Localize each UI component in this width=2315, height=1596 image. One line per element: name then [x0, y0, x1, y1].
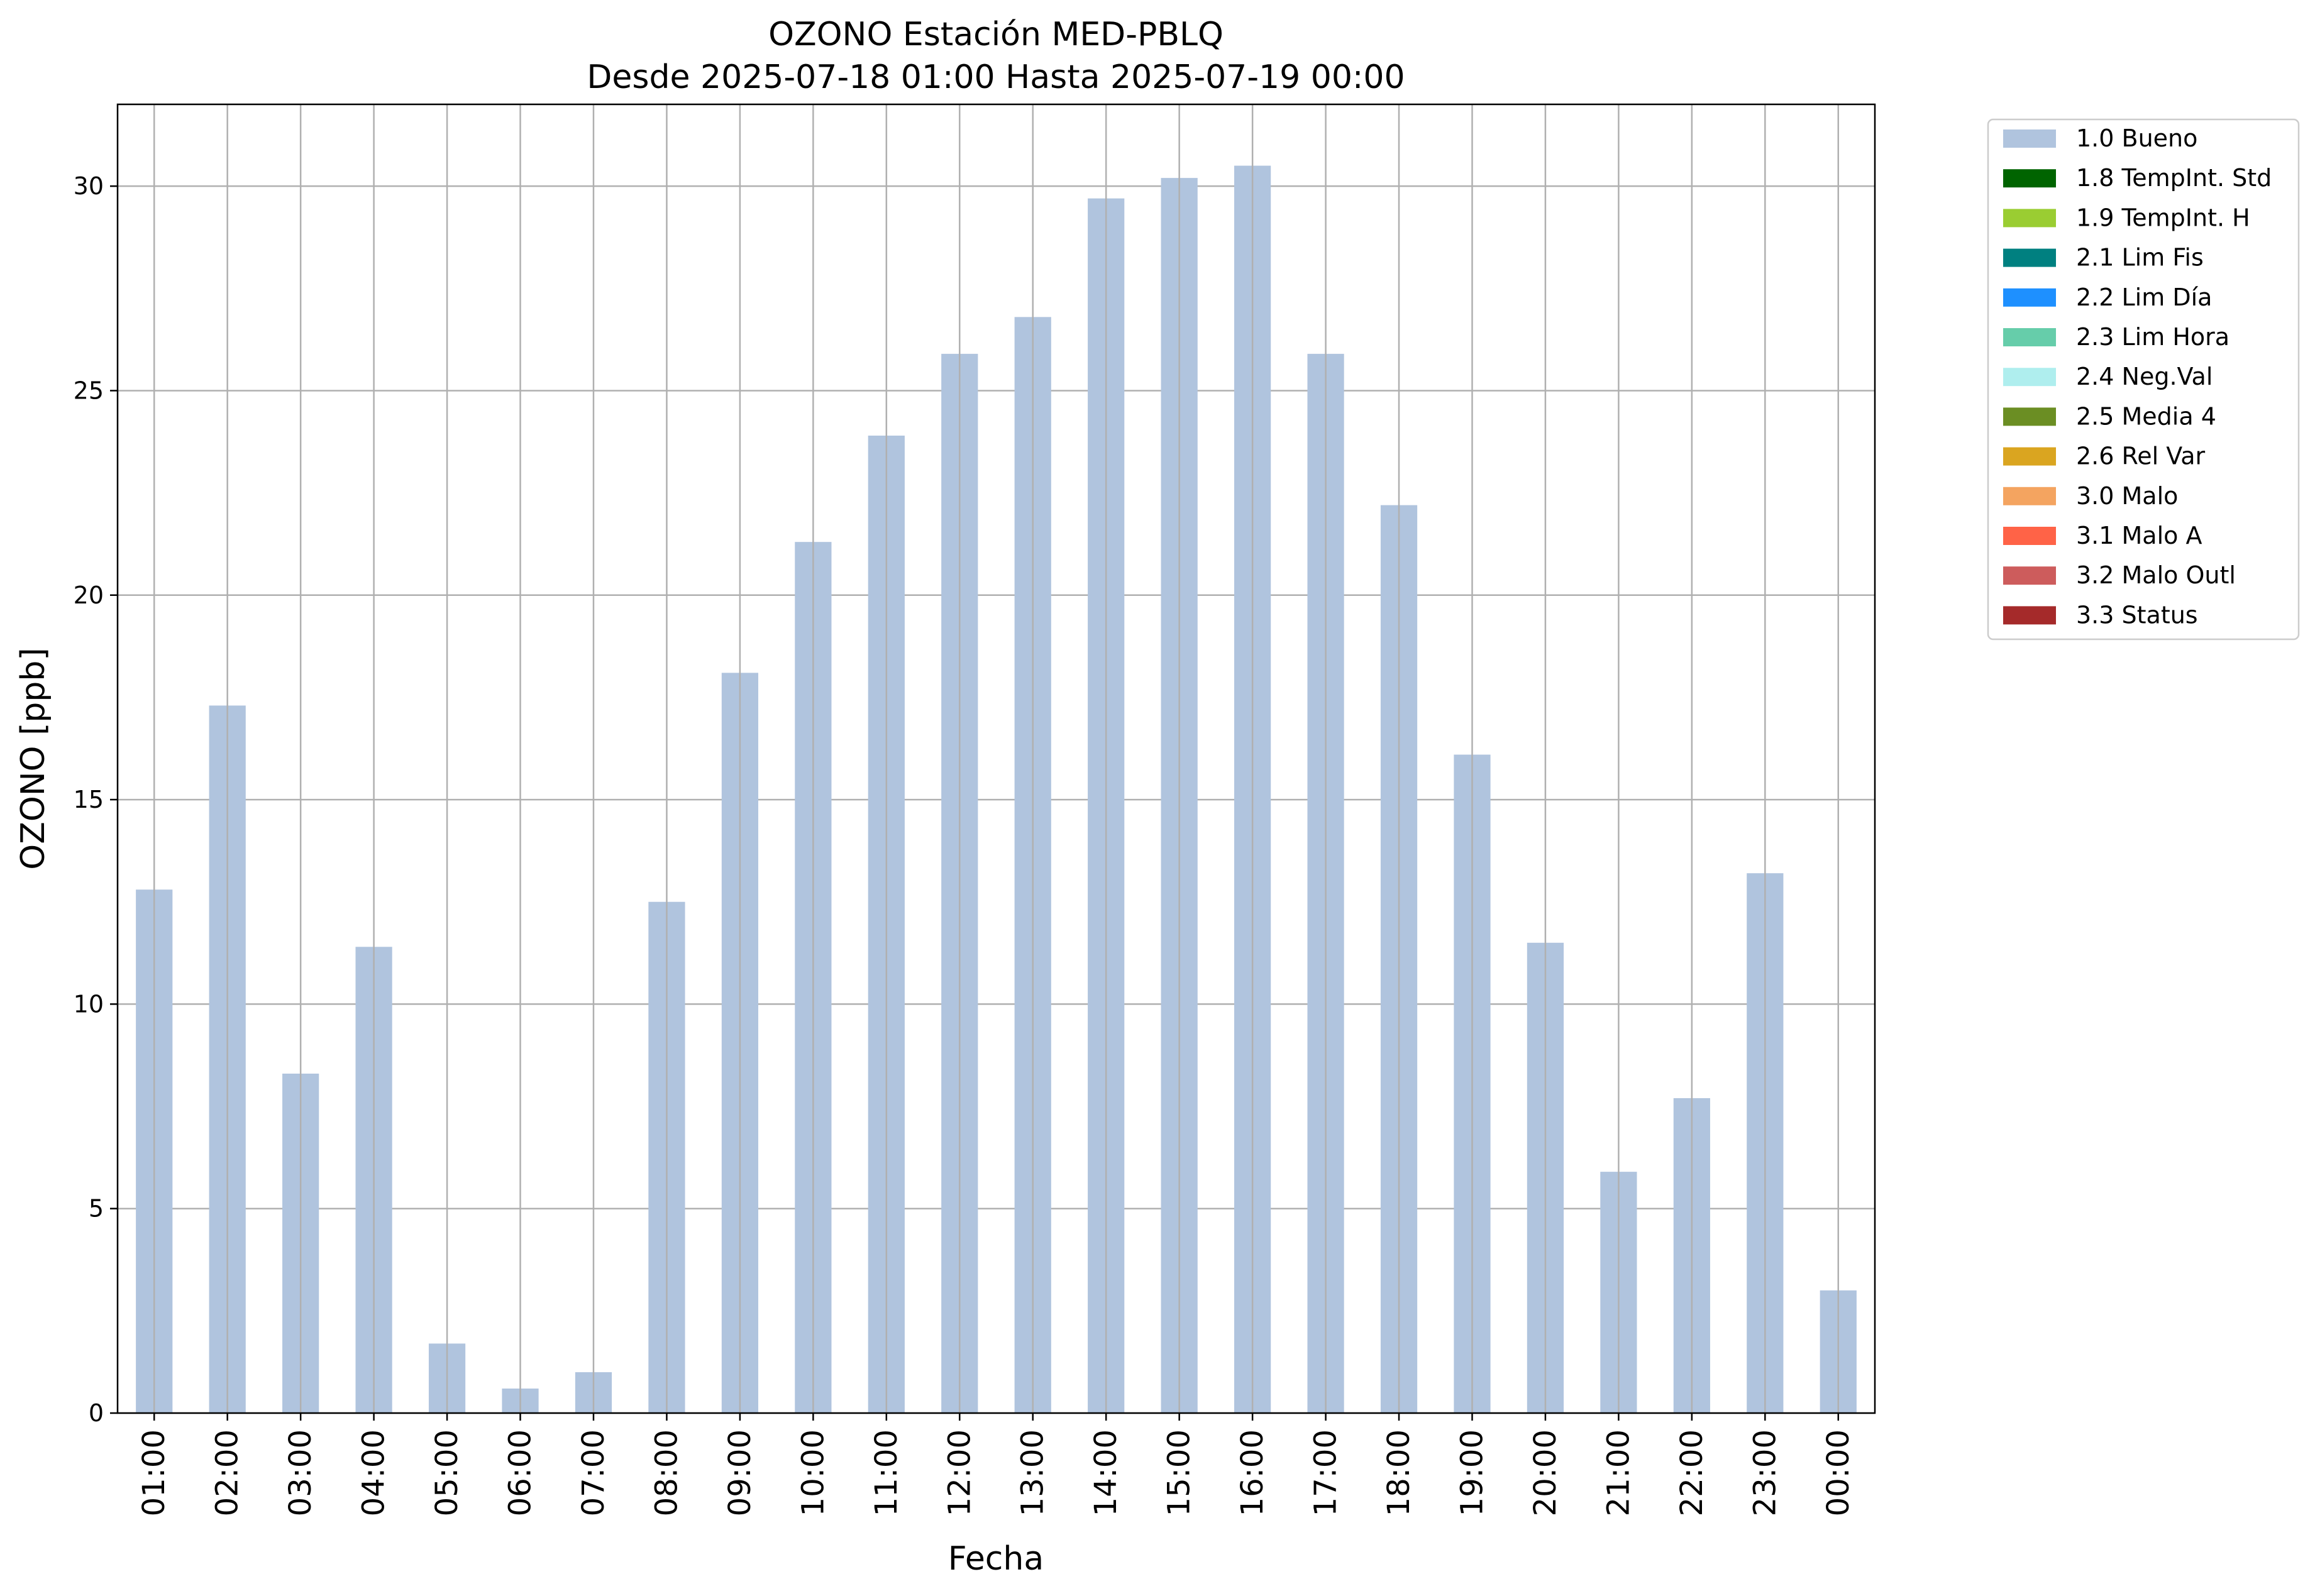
legend-label: 3.1 Malo A — [2076, 522, 2202, 549]
vertical-grid-layer — [153, 104, 1840, 1413]
x-tick-label: 20:00 — [1528, 1429, 1563, 1516]
y-tick-label: 25 — [74, 377, 104, 404]
legend-label: 2.6 Rel Var — [2076, 443, 2206, 470]
y-tick-label: 30 — [74, 172, 104, 200]
legend-swatch — [2003, 566, 2056, 585]
legend-items: 1.0 Bueno 1.8 TempInt. Std 1.9 TempInt. H 2… — [2003, 124, 2272, 629]
x-tick-label: 04:00 — [356, 1429, 392, 1516]
legend-label: 1.0 Bueno — [2076, 124, 2197, 152]
x-tick-label: 23:00 — [1747, 1429, 1782, 1516]
legend-swatch — [2003, 328, 2056, 346]
chart-title: OZONO Estación MED-PBLQ — [768, 16, 1224, 53]
legend-label: 2.5 Media 4 — [2076, 402, 2216, 430]
x-tick-label: 16:00 — [1235, 1429, 1270, 1516]
y-axis: 0 5 10 15 20 25 30 — [74, 172, 118, 1427]
legend-swatch — [2003, 447, 2056, 466]
x-tick-label: 11:00 — [869, 1429, 904, 1516]
legend-label: 1.8 TempInt. Std — [2076, 164, 2272, 192]
y-tick-label: 15 — [74, 786, 104, 813]
bar-layer — [136, 165, 1857, 1414]
x-tick-label: 17:00 — [1308, 1429, 1344, 1516]
legend-label: 3.2 Malo Outl — [2076, 561, 2236, 589]
x-tick-label: 08:00 — [649, 1429, 684, 1516]
legend-label: 3.0 Malo — [2076, 482, 2178, 510]
x-axis-label: Fecha — [948, 1540, 1044, 1578]
x-tick-label: 19:00 — [1454, 1429, 1489, 1516]
x-axis: 01:00 02:00 03:00 04:00 05:00 06:00 07:00 08:00… — [136, 1413, 1856, 1516]
x-tick-label: 06:00 — [503, 1429, 538, 1516]
x-tick-label: 12:00 — [942, 1429, 977, 1516]
x-tick-label: 05:00 — [429, 1429, 465, 1516]
x-tick-label: 21:00 — [1601, 1429, 1636, 1516]
legend-label: 1.9 TempInt. H — [2076, 204, 2250, 231]
plot-frame — [116, 103, 1876, 1414]
legend-swatch — [2003, 129, 2056, 148]
legend-label: 2.2 Lim Día — [2076, 283, 2212, 311]
legend-swatch — [2003, 407, 2056, 426]
y-tick-label: 5 — [89, 1195, 104, 1223]
x-tick-label: 22:00 — [1674, 1429, 1710, 1516]
legend-swatch — [2003, 209, 2056, 228]
legend-swatch — [2003, 169, 2056, 188]
x-tick-label: 15:00 — [1162, 1429, 1197, 1516]
chart-subtitle: Desde 2025-07-18 01:00 Hasta 2025-07-19 … — [587, 58, 1405, 96]
legend-swatch — [2003, 368, 2056, 387]
x-tick-label: 07:00 — [576, 1429, 611, 1516]
legend-frame — [1987, 118, 2300, 641]
x-tick-label: 02:00 — [210, 1429, 245, 1516]
legend: 1.0 Bueno 1.8 TempInt. Std 1.9 TempInt. H 2… — [1987, 118, 2300, 641]
y-tick-label: 10 — [74, 990, 104, 1018]
x-tick-label: 01:00 — [136, 1429, 172, 1516]
x-tick-label: 09:00 — [722, 1429, 758, 1516]
x-tick-label: 18:00 — [1381, 1429, 1417, 1516]
legend-swatch — [2003, 248, 2056, 267]
x-tick-label: 10:00 — [795, 1429, 831, 1516]
x-tick-label: 00:00 — [1821, 1429, 1856, 1516]
legend-label: 2.3 Lim Hora — [2076, 323, 2229, 351]
y-tick-label: 0 — [89, 1399, 104, 1427]
legend-label: 3.3 Status — [2076, 601, 2198, 629]
legend-swatch — [2003, 487, 2056, 505]
legend-swatch — [2003, 606, 2056, 625]
legend-swatch — [2003, 527, 2056, 545]
legend-label: 2.4 Neg.Val — [2076, 363, 2213, 390]
legend-swatch — [2003, 288, 2056, 307]
x-tick-label: 03:00 — [283, 1429, 318, 1516]
y-axis-label: OZONO [ppb] — [14, 647, 52, 869]
x-tick-label: 13:00 — [1015, 1429, 1051, 1516]
y-tick-label: 20 — [74, 581, 104, 609]
grid-layer — [118, 185, 1875, 1414]
legend-label: 2.1 Lim Fis — [2076, 244, 2204, 272]
x-tick-label: 14:00 — [1088, 1429, 1124, 1516]
